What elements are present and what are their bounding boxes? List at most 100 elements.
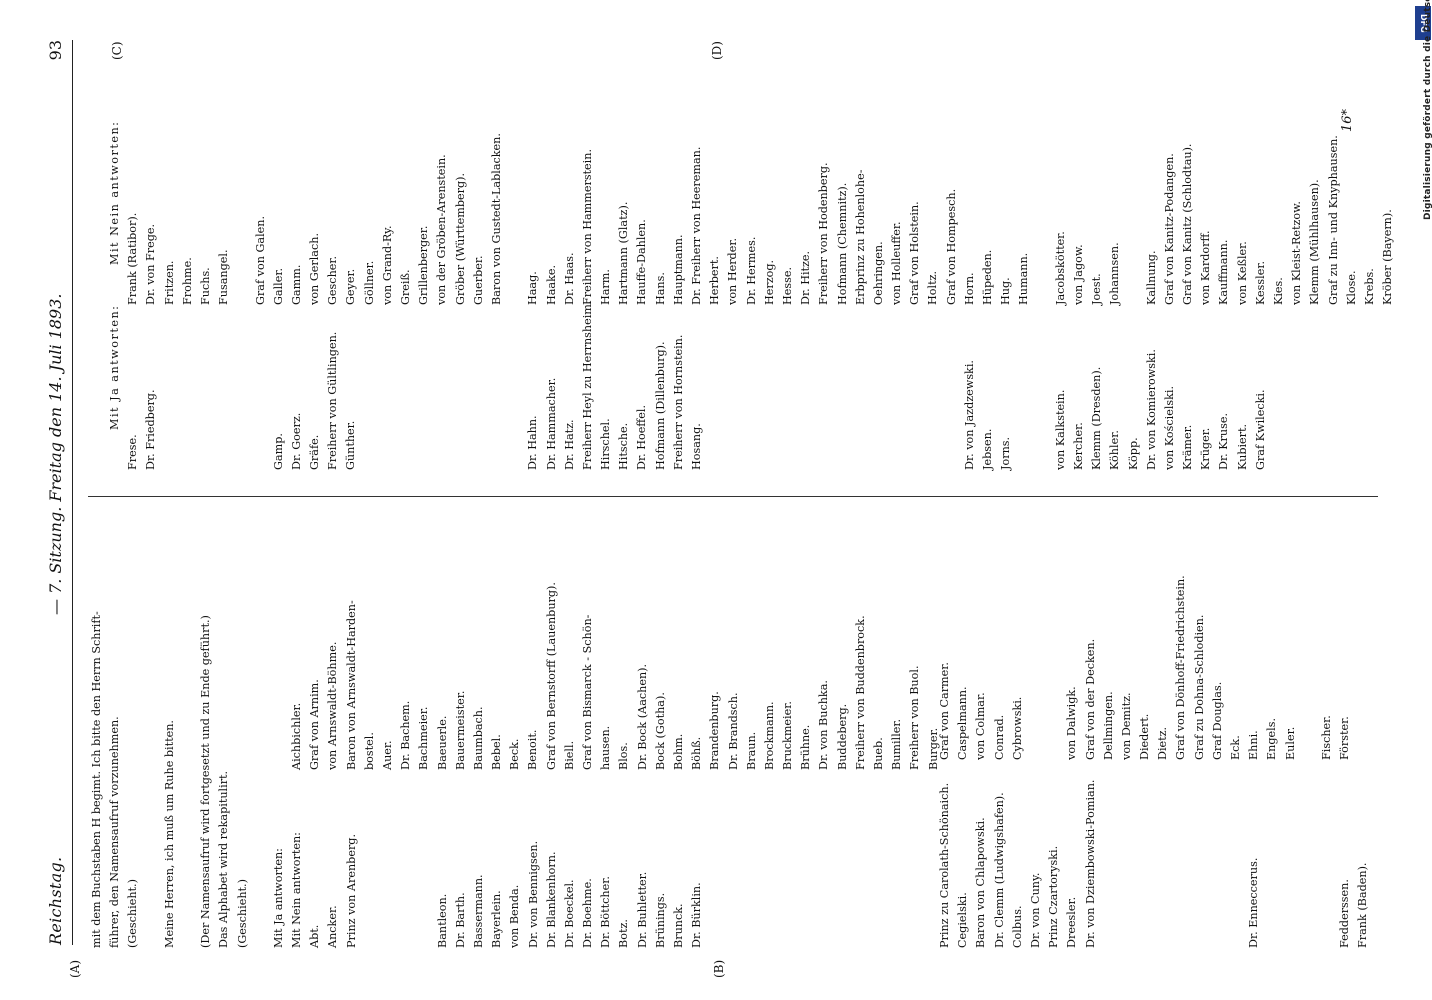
name-entry: Graf von Bernstorff (Lauenburg). xyxy=(544,582,558,770)
name-entry: Herbert. xyxy=(708,256,722,305)
name-entry: Klemm (Mühlhausen). xyxy=(1308,179,1322,305)
name-entry: Beck. xyxy=(508,738,522,770)
name-entry: Fedderssen. xyxy=(1338,879,1352,948)
name-entry: Harm. xyxy=(599,269,613,305)
name-entry: Dreesler. xyxy=(1065,896,1079,948)
name-entry: Eck. xyxy=(1229,735,1242,760)
name-entry: Freiherr von Buddenbrock. xyxy=(853,615,867,770)
name-entry: Auer. xyxy=(380,740,394,770)
column-bottom-ja: Prinz zu Carolath-Schönaich. Cegielski. Ba… xyxy=(936,748,1373,948)
name-entry: Brandenburg. xyxy=(708,691,722,770)
name-entry: Haake. xyxy=(544,264,558,305)
name-entry: Graf zu Dohna-Schlodien. xyxy=(1192,614,1206,760)
name-entry xyxy=(1154,748,1172,948)
name-entry xyxy=(506,35,524,305)
name-entry: Graf von Galen. xyxy=(253,215,267,305)
name-entry: Bohm. xyxy=(671,733,685,770)
name-entry: Baron von Gustedt-Lablacken. xyxy=(489,133,503,305)
name-entry xyxy=(1100,748,1118,948)
name-entry: Förster. xyxy=(1338,716,1352,760)
name-entry: Dr. von Frege. xyxy=(144,223,158,305)
name-entry: Hüpeden. xyxy=(981,249,994,305)
name-entry: Aichbichler. xyxy=(290,702,303,770)
name-entry: von Colmar. xyxy=(974,692,988,760)
name-entry: Johannsen. xyxy=(1108,242,1122,305)
name-entry xyxy=(1191,748,1209,948)
name-entry xyxy=(1045,540,1063,760)
name-entry: Freiherr von Hammerstein. xyxy=(580,148,594,305)
name-entry: von Herder. xyxy=(726,238,740,305)
name-entry: Graf von Hompesch. xyxy=(944,188,958,305)
header-title: Reichstag. xyxy=(46,856,65,945)
name-entry: Dr. Brandsch. xyxy=(726,692,740,770)
name-entry: Conrad. xyxy=(992,714,1006,760)
name-entry: Bueb. xyxy=(872,737,885,770)
name-entry: führer, den Namensaufruf vorzunehmen. xyxy=(108,716,122,948)
name-entry: Frohme. xyxy=(180,257,194,305)
dfg-logo: DFG xyxy=(1415,6,1431,40)
name-entry xyxy=(1136,748,1154,948)
name-entry: Freiherr von Hodenberg. xyxy=(817,162,831,305)
name-entry: Brühne. xyxy=(799,724,813,770)
name-entry: Hauptmann. xyxy=(671,234,685,305)
name-entry xyxy=(1027,540,1045,760)
name-entry: Dr. Hitze. xyxy=(799,250,813,305)
name-entry: von Gerlach. xyxy=(308,233,322,305)
name-entry: Graf von Kanitz-Podangen. xyxy=(1162,153,1176,305)
signature-mark: 16* xyxy=(1340,108,1355,132)
name-entry: Graf von Bismarck - Schön- xyxy=(581,614,594,770)
name-entry: von Dalwigk. xyxy=(1065,686,1079,760)
name-entry: Guerber. xyxy=(471,255,485,305)
name-entry: Geyer. xyxy=(344,268,358,305)
marker-a: (A) xyxy=(68,959,82,978)
name-entry: Engels. xyxy=(1265,717,1279,760)
name-entry: von Grand-Ry. xyxy=(380,225,394,305)
name-entry: Humann. xyxy=(1017,252,1031,305)
name-entry: Ehni. xyxy=(1247,730,1261,760)
name-entry: Galler. xyxy=(271,267,285,305)
name-entry: Kallnung. xyxy=(1144,250,1158,305)
name-entry: Baron von Arnswaldt-Harden- xyxy=(344,600,358,770)
name-entry: Kauffmann. xyxy=(1217,239,1231,305)
name-entry: von Kleist-Retzow. xyxy=(1290,201,1304,305)
name-entry: Prinz zu Carolath-Schönaich. xyxy=(938,782,951,948)
name-entry: von Jagow. xyxy=(1071,244,1085,305)
name-entry: Graf von Kanitz (Schlodtau). xyxy=(1181,143,1195,306)
name-entry: Cegielski. xyxy=(956,892,970,948)
name-entry: Hofmann (Chemnitz). xyxy=(835,182,849,305)
name-entry: Graf zu Inn- und Knyphausen. xyxy=(1326,135,1340,305)
name-entry xyxy=(1227,748,1245,948)
name-entry: Dr. von Buchka. xyxy=(817,680,831,770)
name-entry: Dr. von Cuny. xyxy=(1028,872,1042,948)
name-entry: Dellmingen. xyxy=(1101,691,1115,760)
dfg-sidebar: DFG Digitalisierung gefördert durch die … xyxy=(1414,0,1432,1000)
dfg-note: Digitalisierung gefördert durch die Deut… xyxy=(1423,0,1432,220)
name-entry: von Demitz. xyxy=(1119,692,1133,760)
name-entry: Baumbach. xyxy=(471,706,485,770)
name-entry xyxy=(1263,748,1281,948)
name-entry xyxy=(1034,35,1052,305)
page-number: 93 xyxy=(46,40,65,61)
name-entry: Dr. Bock (Aachen). xyxy=(635,663,649,770)
name-entry: Dr. Hermes. xyxy=(744,236,758,305)
name-entry: Benoit. xyxy=(526,729,540,770)
name-entry: Grillenberger. xyxy=(417,225,431,305)
heading-nein: Mit Nein antworten: xyxy=(108,120,121,265)
name-entry: Blos. xyxy=(617,742,631,770)
name-entry: Graf von Dönhoff-Friedrichstein. xyxy=(1174,575,1188,760)
name-entry: Euler. xyxy=(1283,726,1297,760)
name-entry: Prinz Czartoryski. xyxy=(1047,845,1061,948)
column-left-nein: Aichbichler. Graf von Arnim. von Arnswaldt… xyxy=(288,520,943,770)
name-entry: Cybrowski. xyxy=(1010,696,1024,760)
name-entry: Dr. von Dziembowski-Pomian. xyxy=(1083,779,1097,948)
name-entry xyxy=(1282,748,1300,948)
name-entry: Bebel. xyxy=(490,734,504,770)
name-entry: Erbprinz zu Hohenlohe- xyxy=(853,169,867,305)
name-entry: Freiherr von Buol. xyxy=(908,665,922,770)
name-entry: Jacobskötter. xyxy=(1053,231,1067,305)
name-entry xyxy=(1318,748,1336,948)
column-bottom-nein: Graf von Carmer. Caspelmann. von Colmar. Co… xyxy=(936,540,1354,760)
name-entry: Fischer. xyxy=(1319,715,1333,760)
name-entry: Diedert. xyxy=(1138,713,1152,760)
